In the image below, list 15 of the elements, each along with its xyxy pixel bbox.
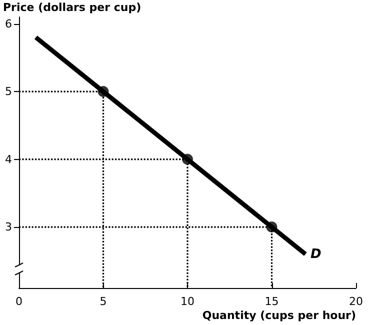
x-tick-label: 20 [349,295,363,308]
y-axis-title: Price (dollars per cup) [3,1,142,14]
point [182,154,193,165]
y-tick-label: 5 [5,85,12,98]
y-tick-label: 3 [5,220,12,234]
x-tick-label: 0 [16,295,22,308]
x-tick-label: 5 [100,295,107,308]
x-tick-label: 15 [264,295,279,308]
annotation: D [310,247,322,262]
y-tick-label: 6 [5,17,12,30]
x-tick-label: 10 [180,295,194,308]
point [266,222,278,233]
x-axis-title: Quantity (cups per hour) [202,309,356,322]
point [98,86,109,98]
y-tick-label: 4 [5,152,12,166]
